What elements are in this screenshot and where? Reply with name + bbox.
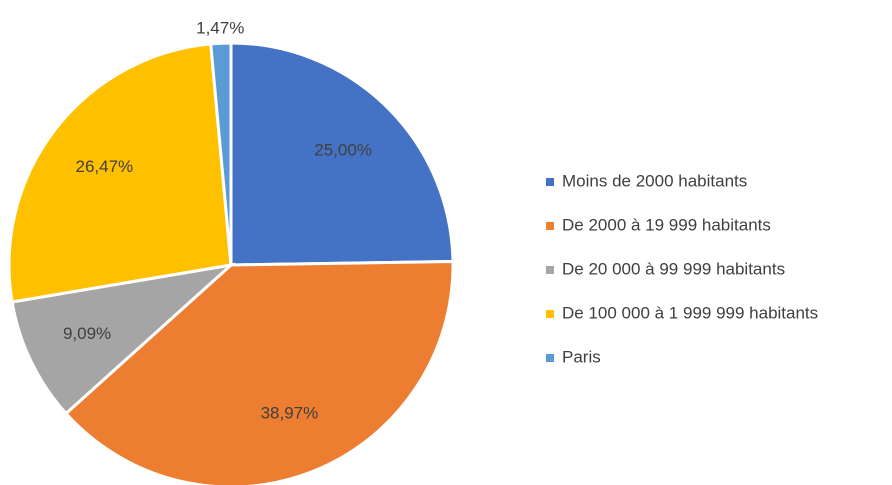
data-label: 25,00% (314, 141, 372, 160)
legend-label: De 100 000 à 1 999 999 habitants (562, 303, 818, 322)
pie-slice (7, 42, 233, 304)
pie-slice (63, 260, 455, 485)
pie-slice (10, 262, 236, 416)
legend-label: Paris (562, 347, 601, 366)
pie-slice (229, 41, 455, 267)
data-label: 38,97% (261, 403, 319, 422)
data-label: 26,47% (76, 157, 134, 176)
legend-label: De 20 000 à 99 999 habitants (562, 259, 785, 278)
data-label: 9,09% (63, 324, 111, 343)
legend-marker (546, 222, 554, 230)
legend-marker (546, 354, 554, 362)
legend-label: Moins de 2000 habitants (562, 171, 747, 190)
legend-marker (546, 178, 554, 186)
data-label: 1,47% (196, 19, 244, 38)
pie-slice (209, 41, 233, 266)
legend-marker (546, 310, 554, 318)
legend-marker (546, 266, 554, 274)
legend-label: De 2000 à 19 999 habitants (562, 215, 771, 234)
